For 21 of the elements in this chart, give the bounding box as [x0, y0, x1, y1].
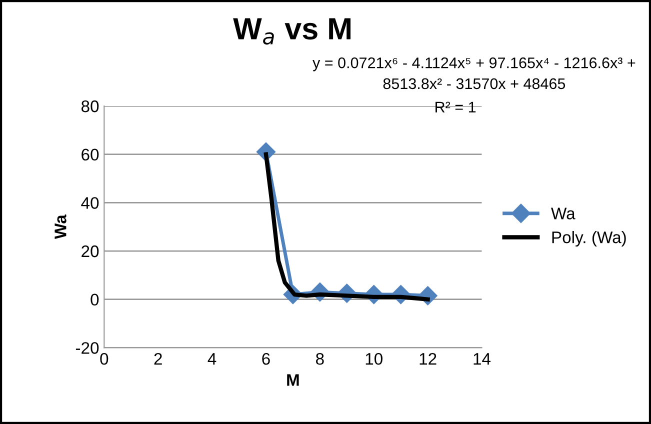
annotation: R² = 1	[436, 102, 476, 112]
x-tick-label: 2	[154, 352, 162, 365]
x-tick-label: 4	[208, 353, 216, 365]
chart-title: W$_{a}$ vs M	[233, 18, 351, 45]
x-tick-label: 6	[262, 352, 270, 365]
x-tick-label: 10	[366, 352, 382, 365]
y-tick-label: 60	[82, 148, 99, 161]
x-axis-title: M	[287, 374, 299, 386]
y-tick-label: 40	[81, 197, 99, 209]
x-tick-label: 14	[474, 353, 491, 365]
x-tick-label: 12	[420, 352, 436, 365]
y-tick-label: 0	[90, 294, 99, 306]
y-tick-label: -20	[76, 342, 99, 354]
x-tick-label: 0	[100, 352, 108, 365]
y-axis-title: Wa	[54, 214, 66, 240]
legend-label: Poly. (Wa)	[552, 231, 626, 247]
text: y = 0.0721x⁶ - 4.1124x⁵ + 97.165x⁴ - 1216.6x³ + 8513.8x² - 31570x + 48465	[312, 57, 636, 90]
x-tick-label: 8	[316, 352, 324, 365]
legend-label: Wa	[551, 208, 576, 220]
y-tick-label: 20	[82, 245, 99, 258]
y-tick-label: 80	[81, 100, 99, 112]
